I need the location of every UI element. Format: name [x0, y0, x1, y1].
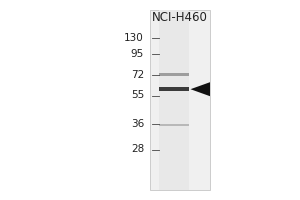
- Bar: [150, 10, 210, 190]
- Bar: [159, 73, 189, 76]
- Polygon shape: [190, 82, 210, 96]
- Bar: [159, 10, 189, 190]
- Text: NCI-H460: NCI-H460: [152, 11, 208, 24]
- Text: 95: 95: [131, 49, 144, 59]
- Bar: [159, 87, 189, 91]
- Bar: [159, 124, 189, 126]
- Text: 28: 28: [131, 145, 144, 155]
- Text: 72: 72: [131, 70, 144, 80]
- Text: 55: 55: [131, 90, 144, 100]
- Text: 36: 36: [131, 119, 144, 129]
- Text: 130: 130: [124, 33, 144, 43]
